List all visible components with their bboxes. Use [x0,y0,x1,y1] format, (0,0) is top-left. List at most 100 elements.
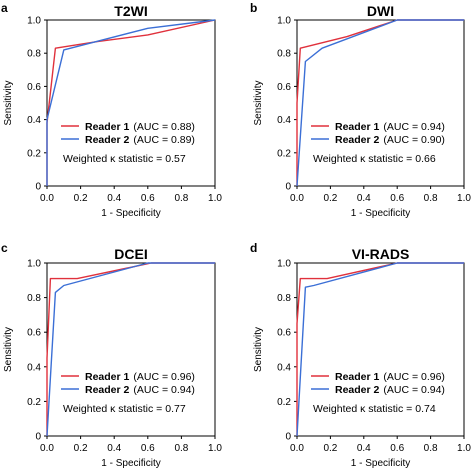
roc-panel-d: d VI-RADS 0.0 0.2 0.4 0.6 0.8 1.0 0 0.2 0.4 0.6 0.8 1… [250,241,471,469]
panel-letter: a [1,1,8,15]
legend-series-name: Reader 1 [85,121,130,133]
x-tick-label: 0.6 [141,443,155,454]
legend-entry: Reader 2 (AUC = 0.89) [85,134,195,146]
legend-entry: Reader 1 (AUC = 0.96) [85,371,195,383]
x-tick-label: 0.4 [107,443,121,454]
x-tick-label: 0.0 [40,443,54,454]
y-tick-label: 0 [35,182,41,193]
x-tick-label: 0.8 [424,193,438,204]
y-tick-label: 0.4 [277,115,291,126]
x-tick-label: 0.6 [390,193,404,204]
x-tick-label: 0.0 [40,193,54,204]
kappa-annotation: Weighted κ statistic = 0.66 [313,153,436,165]
y-tick-label: 0.8 [277,49,291,60]
y-tick-label: 1.0 [277,16,291,27]
legend-auc-label: (AUC = 0.94) [133,384,195,396]
y-tick-label: 0 [285,182,291,193]
y-axis-title: Sensitivity [3,327,14,372]
legend-entry: Reader 1 (AUC = 0.88) [85,121,195,133]
panel-letter: b [250,1,257,15]
y-tick-label: 0.2 [27,397,41,408]
legend-series-name: Reader 2 [335,134,380,146]
x-tick-label: 1.0 [208,443,222,454]
y-tick-label: 0.6 [277,328,291,339]
legend-series-name: Reader 2 [85,384,130,396]
kappa-annotation: Weighted κ statistic = 0.57 [63,153,186,165]
y-tick-label: 0.8 [27,293,41,304]
y-tick-label: 0.6 [27,82,41,93]
x-tick-label: 0.8 [174,443,188,454]
x-tick-label: 1.0 [457,193,471,204]
legend-auc-label: (AUC = 0.96) [133,371,195,383]
legend-auc-label: (AUC = 0.90) [383,134,445,146]
x-axis-title: 1 - Specificity [351,208,410,219]
x-tick-label: 0.8 [174,193,188,204]
y-tick-label: 1.0 [27,16,41,27]
y-tick-label: 1.0 [277,259,291,270]
x-tick-label: 0.0 [290,443,304,454]
x-tick-label: 0.2 [323,193,337,204]
x-tick-label: 0.2 [74,193,88,204]
y-tick-label: 0.6 [277,82,291,93]
legend-series-name: Reader 1 [335,371,380,383]
x-axis-title: 1 - Specificity [101,208,160,219]
x-axis-title: 1 - Specificity [101,458,160,469]
x-tick-label: 0.4 [357,193,371,204]
y-tick-label: 0.8 [277,293,291,304]
roc-line-reader-2 [46,19,216,186]
x-axis-title: 1 - Specificity [351,458,410,469]
roc-panel-b: b DWI 0.0 0.2 0.4 0.6 0.8 1.0 0 0.2 0.4 0.6 0.8 1.0 1 … [250,1,471,219]
legend-series-name: Reader 1 [335,121,380,133]
y-axis-title: Sensitivity [253,327,264,372]
x-tick-label: 0.2 [323,443,337,454]
panel-letter: d [250,241,257,255]
y-tick-label: 0.2 [277,397,291,408]
legend-series-name: Reader 2 [335,384,380,396]
legend-series-name: Reader 1 [85,371,130,383]
x-tick-label: 0.8 [424,443,438,454]
legend-auc-label: (AUC = 0.88) [133,121,195,133]
legend-box [306,113,459,175]
roc-line-reader-2 [296,19,464,187]
y-axis-title: Sensitivity [253,80,264,125]
x-tick-label: 0.2 [74,443,88,454]
roc-panel-a: a T2WI 0.0 0.2 0.4 0.6 0.8 1.0 0 0.2 0.4 0.6 0.8 1.0 1… [1,1,222,219]
y-axis-title: Sensitivity [3,80,14,125]
x-tick-label: 1.0 [208,193,222,204]
legend-auc-label: (AUC = 0.96) [383,371,445,383]
panel-title: DWI [367,3,394,19]
panel-letter: c [1,241,8,255]
y-tick-label: 1.0 [27,259,41,270]
legend-box [306,363,459,425]
legend-auc-label: (AUC = 0.94) [383,384,445,396]
y-tick-label: 0.2 [27,148,41,159]
legend-series-name: Reader 2 [85,134,130,146]
y-tick-label: 0 [285,432,291,443]
legend-entry: Reader 2 (AUC = 0.94) [335,384,445,396]
roc-panel-c: c DCEI 0.0 0.2 0.4 0.6 0.8 1.0 0 0.2 0.4 0.6 0.8 1.0 1… [1,241,222,469]
x-tick-label: 0.0 [290,193,304,204]
legend-entry: Reader 2 (AUC = 0.90) [335,134,445,146]
legend-auc-label: (AUC = 0.94) [383,121,445,133]
panel-title: T2WI [114,3,147,19]
legend-box [56,113,210,175]
x-tick-label: 1.0 [457,443,471,454]
y-tick-label: 0.8 [27,49,41,60]
legend-entry: Reader 1 (AUC = 0.96) [335,371,445,383]
y-tick-label: 0.6 [27,328,41,339]
panel-title: DCEI [114,246,147,262]
x-tick-label: 0.6 [390,443,404,454]
legend-entry: Reader 2 (AUC = 0.94) [85,384,195,396]
plot-frame [46,19,216,187]
panel-title: VI-RADS [352,246,410,262]
x-tick-label: 0.6 [141,193,155,204]
legend-auc-label: (AUC = 0.89) [133,134,195,146]
y-tick-label: 0.4 [277,362,291,373]
kappa-annotation: Weighted κ statistic = 0.77 [63,403,186,415]
kappa-annotation: Weighted κ statistic = 0.74 [313,403,436,415]
y-tick-label: 0 [35,432,41,443]
x-tick-label: 0.4 [107,193,121,204]
x-tick-label: 0.4 [357,443,371,454]
roc-line-reader-2 [46,262,215,437]
